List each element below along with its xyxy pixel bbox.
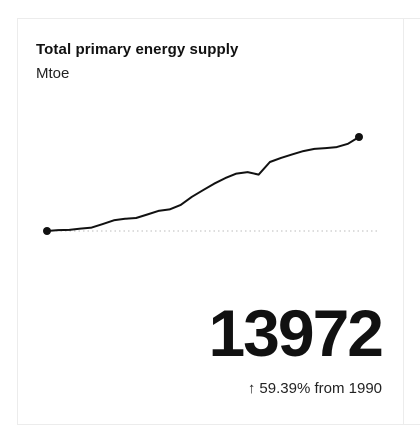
change-indicator: ↑ 59.39% from 1990: [248, 380, 382, 397]
up-arrow-icon: ↑: [247, 380, 256, 397]
change-text: 59.39% from 1990: [259, 380, 382, 397]
current-value: 13972: [208, 296, 384, 370]
card-unit: Mtoe: [36, 65, 70, 82]
card-title: Total primary energy supply: [36, 41, 239, 58]
adjacent-card: [403, 18, 420, 425]
